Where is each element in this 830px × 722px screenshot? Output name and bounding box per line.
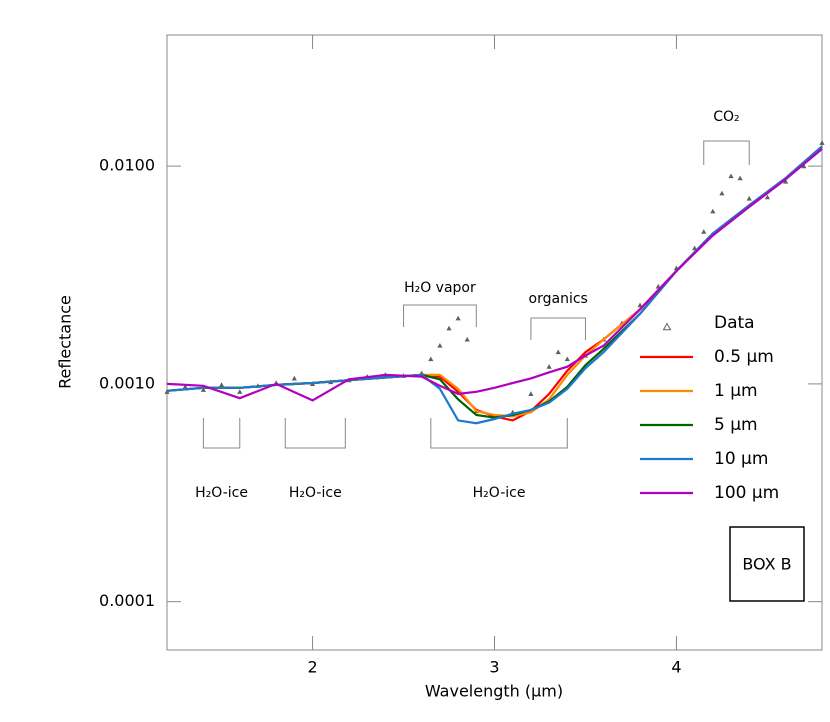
data-point	[819, 140, 825, 145]
box-frame	[729, 526, 805, 602]
legend-label: 5 μm	[714, 415, 758, 435]
data-point	[428, 356, 434, 362]
y-tick-label: 0.0010	[99, 373, 155, 392]
legend-label: 0.5 μm	[714, 347, 774, 367]
legend-label: 10 μm	[714, 449, 768, 469]
model-line	[166, 145, 823, 418]
data-point	[528, 391, 534, 396]
data-point	[746, 195, 752, 201]
x-axis-title: Wavelength (μm)	[425, 682, 563, 701]
data-point	[728, 173, 734, 179]
annotation: H₂O-ice	[473, 485, 526, 501]
model-line	[166, 145, 823, 422]
x-tick-label: 2	[307, 658, 317, 677]
legend-marker	[662, 322, 672, 331]
data-point	[783, 178, 789, 184]
data-point	[182, 384, 188, 389]
data-point	[455, 315, 461, 321]
x-tick-label: 4	[671, 658, 681, 677]
annotation: H₂O-ice	[195, 485, 248, 501]
data-point	[291, 375, 297, 381]
data-point	[437, 342, 443, 348]
data-point	[737, 175, 743, 181]
bracket	[202, 418, 241, 449]
bracket	[530, 317, 586, 340]
data-point	[218, 382, 225, 387]
bracket	[284, 418, 346, 449]
annotation: H₂O vapor	[404, 280, 476, 296]
y-axis-title: Reflectance	[56, 295, 75, 389]
y-tick-label: 0.0100	[99, 156, 155, 175]
box-label: BOX B	[742, 555, 791, 574]
data-point	[237, 389, 243, 394]
x-tick-label: 3	[489, 658, 499, 677]
data-point	[801, 163, 807, 169]
legend-label: 1 μm	[714, 381, 758, 401]
legend-label: 100 μm	[714, 483, 779, 503]
plot-frame	[166, 34, 823, 651]
data-point	[637, 302, 643, 308]
bracket	[430, 418, 568, 449]
bracket	[403, 304, 477, 327]
data-point	[564, 356, 570, 362]
data-point	[555, 349, 561, 355]
model-line	[166, 145, 823, 419]
data-point	[764, 194, 771, 200]
data-point	[692, 245, 698, 251]
annotation: CO₂	[713, 109, 739, 125]
data-point	[446, 325, 452, 331]
annotation: organics	[529, 291, 588, 307]
data-point	[701, 229, 707, 234]
bracket	[703, 140, 750, 165]
data-point	[719, 190, 725, 196]
y-tick-label: 0.0001	[99, 591, 155, 610]
model-line	[166, 148, 823, 402]
data-point	[200, 387, 206, 392]
data-point	[546, 364, 552, 369]
annotation: H₂O-ice	[289, 485, 342, 501]
data-point	[164, 389, 170, 394]
legend-label: Data	[714, 313, 755, 333]
data-point	[464, 336, 470, 342]
data-point	[710, 208, 716, 214]
